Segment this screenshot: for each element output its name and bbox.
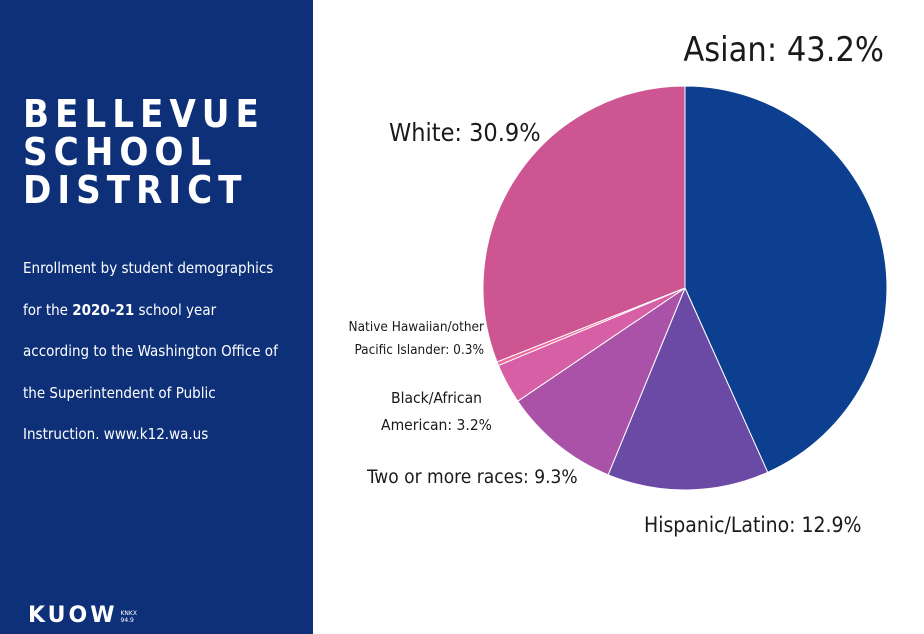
left-info-panel: BELLEVUE SCHOOL DISTRICT Enrollment by s… bbox=[0, 0, 313, 634]
desc-line: Enrollment by student demographics bbox=[23, 259, 274, 277]
pie-slice-white bbox=[482, 85, 686, 363]
title-line: SCHOOL bbox=[23, 130, 218, 174]
label-hispanic-latino: Hispanic/Latino: 12.9% bbox=[644, 513, 862, 537]
label-black-african-american: Black/African American: 3.2% bbox=[373, 385, 500, 439]
pie-slice-hispanic-latino bbox=[607, 287, 769, 491]
desc-line: according to the Washington Office of bbox=[23, 342, 278, 360]
pie-slice-asian bbox=[684, 85, 888, 473]
pie-slice-two-or-more-races bbox=[517, 287, 686, 476]
label-line: Pacific Islander: 0.3% bbox=[354, 342, 484, 358]
description: Enrollment by student demographics for t… bbox=[23, 248, 308, 456]
desc-line: Instruction. www.k12.wa.us bbox=[23, 425, 209, 443]
logo-small-line: 94.9 bbox=[120, 617, 134, 624]
kuow-logo: KUOW KNKX 94.9 bbox=[28, 604, 137, 628]
label-native-hawaiian: Native Hawaiian/other Pacific Islander: … bbox=[323, 316, 484, 362]
desc-line: the Superintendent of Public bbox=[23, 383, 216, 402]
title-line: DISTRICT bbox=[23, 168, 248, 212]
logo-frequency: KNKX 94.9 bbox=[121, 610, 137, 624]
pie-chart bbox=[482, 85, 888, 491]
desc-text: school year bbox=[134, 300, 217, 319]
pie-chart-area: Asian: 43.2% White: 30.9% Native Hawaiia… bbox=[313, 0, 924, 634]
desc-text: for the bbox=[23, 300, 73, 319]
label-line: Black/African bbox=[391, 389, 482, 407]
label-asian: Asian: 43.2% bbox=[683, 30, 884, 70]
district-title: BELLEVUE SCHOOL DISTRICT bbox=[23, 95, 303, 209]
logo-wordmark: KUOW bbox=[28, 603, 118, 628]
desc-line: for the 2020-21 school year bbox=[23, 290, 308, 332]
title-line: BELLEVUE bbox=[23, 92, 265, 136]
logo-small-line: KNKX bbox=[120, 610, 137, 617]
school-year: 2020-21 bbox=[72, 300, 135, 319]
label-white: White: 30.9% bbox=[389, 118, 541, 147]
label-line: Native Hawaiian/other bbox=[348, 319, 484, 335]
label-line: American: 3.2% bbox=[381, 416, 492, 434]
label-two-or-more-races: Two or more races: 9.3% bbox=[367, 466, 578, 488]
